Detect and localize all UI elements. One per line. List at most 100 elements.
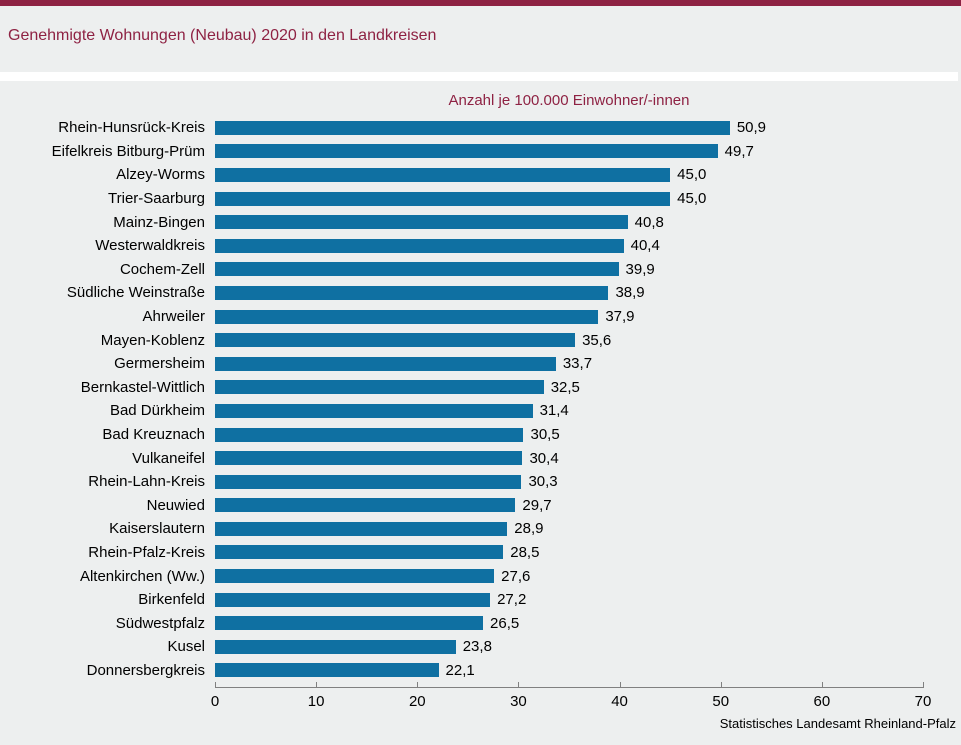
bar	[215, 238, 624, 253]
value-label: 22,1	[445, 661, 475, 679]
bar	[215, 191, 671, 206]
chart-row: Kaiserslautern 28,9	[0, 517, 961, 541]
x-axis-tick	[215, 682, 216, 688]
category-label: Bad Kreuznach	[102, 426, 205, 444]
category-label: Kusel	[167, 638, 205, 656]
page-title: Genehmigte Wohnungen (Neubau) 2020 in de…	[8, 27, 437, 44]
chart-row: Vulkaneifel 30,4	[0, 446, 961, 470]
bar	[215, 569, 495, 584]
category-label: Donnersbergkreis	[86, 661, 205, 679]
value-label: 33,7	[562, 355, 593, 373]
x-axis: 0 10 20 30 40 50 60 70	[211, 682, 931, 710]
value-label: 26,5	[490, 614, 520, 632]
x-axis-tick	[518, 682, 520, 688]
bar	[215, 262, 619, 277]
x-axis-tick	[923, 682, 924, 688]
value-label: 30,4	[529, 449, 559, 467]
value-label: 27,6	[501, 567, 531, 585]
title-separator	[0, 72, 958, 81]
value-label: 49,7	[724, 142, 754, 160]
x-axis-tick-label: 30	[510, 693, 527, 710]
value-label: 45,0	[677, 190, 707, 208]
value-label: 28,9	[514, 520, 544, 538]
chart-row: Eifelkreis Bitburg-Prüm 49,7	[0, 140, 961, 164]
value-label: 30,3	[528, 473, 558, 491]
bar	[215, 120, 730, 135]
chart-row: Neuwied 29,7	[0, 494, 961, 518]
x-axis-tick-label: 40	[611, 693, 628, 710]
x-axis-tick-label: 60	[813, 693, 831, 710]
x-axis-tick	[821, 682, 823, 688]
chart-row: Bad Dürkheim 31,4	[0, 399, 961, 423]
bar-chart: Rhein-Hunsrück-Kreis 50,9 Eifelkreis Bitbu…	[0, 116, 961, 682]
category-label: Vulkaneifel	[132, 449, 205, 467]
chart-row: Rhein-Pfalz-Kreis 28,5	[0, 541, 961, 565]
bar	[215, 285, 609, 300]
x-axis-tick-label: 0	[210, 693, 220, 710]
top-accent-bar	[0, 0, 961, 6]
chart-row: Germersheim 33,7	[0, 352, 961, 376]
value-label: 29,7	[522, 496, 552, 514]
chart-row: Bad Kreuznach 30,5	[0, 423, 961, 447]
category-label: Eifelkreis Bitburg-Prüm	[51, 142, 205, 160]
bar	[215, 616, 484, 631]
value-label: 28,5	[510, 543, 540, 561]
category-label: Rhein-Hunsrück-Kreis	[58, 119, 205, 137]
bar	[215, 498, 516, 513]
category-label: Bernkastel-Wittlich	[80, 378, 205, 396]
bar	[215, 592, 491, 607]
category-label: Mayen-Koblenz	[100, 331, 205, 349]
category-label: Kaiserslautern	[109, 520, 205, 538]
category-label: Südwestpfalz	[115, 614, 205, 632]
bar	[215, 521, 508, 536]
bar	[215, 380, 544, 395]
chart-row: Südwestpfalz 26,5	[0, 611, 961, 635]
value-label: 50,9	[736, 119, 767, 137]
category-label: Trier-Saarburg	[108, 190, 205, 208]
bar	[215, 663, 439, 678]
value-label: 27,2	[497, 591, 527, 609]
chart-row: Südliche Weinstraße 38,9	[0, 281, 961, 305]
value-label: 35,6	[582, 331, 612, 349]
category-label: Cochem-Zell	[119, 260, 205, 278]
chart-row: Rhein-Lahn-Kreis 30,3	[0, 470, 961, 494]
value-label: 38,9	[615, 284, 645, 302]
chart-row: Mayen-Koblenz 35,6	[0, 328, 961, 352]
value-label: 40,4	[630, 237, 660, 255]
chart-subtitle: Anzahl je 100.000 Einwohner/-innen	[448, 92, 690, 109]
x-axis-tick	[316, 682, 318, 688]
category-label: Westerwaldkreis	[95, 237, 205, 255]
chart-row: Kusel 23,8	[0, 635, 961, 659]
x-axis-tick	[417, 682, 419, 688]
category-label: Alzey-Worms	[116, 166, 205, 184]
category-label: Mainz-Bingen	[113, 213, 205, 231]
bar	[215, 215, 628, 230]
category-label: Bad Dürkheim	[109, 402, 205, 420]
value-label: 40,8	[634, 213, 664, 231]
chart-row: Altenkirchen (Ww.) 27,6	[0, 564, 961, 588]
x-axis-tick-label: 10	[307, 693, 325, 710]
category-label: Neuwied	[146, 496, 205, 514]
chart-row: Trier-Saarburg 45,0	[0, 187, 961, 211]
bar	[215, 427, 524, 442]
bar	[215, 144, 718, 159]
category-label: Germersheim	[114, 355, 205, 373]
bar	[215, 639, 456, 654]
x-axis-tick	[720, 682, 722, 688]
bar	[215, 545, 504, 560]
chart-row: Donnersbergkreis 22,1	[0, 659, 961, 683]
category-label: Rhein-Lahn-Kreis	[88, 473, 205, 491]
value-label: 32,5	[550, 378, 580, 396]
category-label: Rhein-Pfalz-Kreis	[88, 543, 205, 561]
value-label: 30,5	[530, 426, 560, 444]
category-label: Altenkirchen (Ww.)	[79, 567, 205, 585]
x-axis-tick-label: 50	[712, 693, 730, 710]
bar	[215, 403, 533, 418]
chart-row: Westerwaldkreis 40,4	[0, 234, 961, 258]
category-label: Ahrweiler	[142, 308, 205, 326]
source-attribution: Statistisches Landesamt Rheinland-Pfalz	[719, 716, 956, 731]
chart-row: Bernkastel-Wittlich 32,5	[0, 376, 961, 400]
category-label: Südliche Weinstraße	[66, 284, 205, 302]
chart-row: Ahrweiler 37,9	[0, 305, 961, 329]
